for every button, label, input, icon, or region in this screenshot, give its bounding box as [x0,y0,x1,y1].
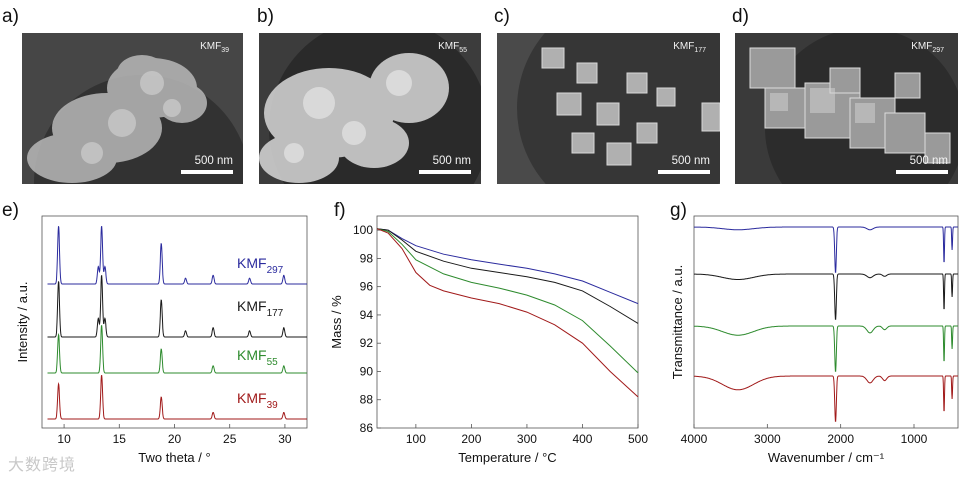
scale-bar [419,170,471,174]
panel-letter-b: b) [257,6,274,27]
xrd-x-tick-label: 30 [278,432,292,446]
xrd-series-label-39: KMF39 [237,390,278,411]
tga-x-tick-label: 200 [461,432,481,446]
tga-y-tick-label: 96 [360,280,374,294]
ir-series-line-KMF39 [694,375,958,422]
panel-letter-d: d) [732,6,749,27]
xrd-series-line-39 [47,375,307,420]
tga-x-tick-label: 300 [517,432,537,446]
xrd-plot-frame [41,215,308,429]
sem-micrograph [735,33,958,184]
tga-y-tick-label: 92 [360,336,374,350]
tga-x-tick-label: 500 [628,432,648,446]
tga-y-axis-label: Mass / % [329,295,344,349]
xrd-x-axis-label: Two theta / ° [138,450,210,465]
ir-x-tick-label: 1000 [901,432,928,446]
watermark: 大数跨境 [8,455,77,474]
sem-sample-tag: KMF55 [438,41,467,54]
sem-image-kmf297: KMF297 500 nm [735,33,958,184]
xrd-series-line-297 [47,226,307,285]
ir-plot-frame [693,215,959,429]
tga-x-tick-label: 100 [406,432,426,446]
ir-x-axis-label: Wavenumber / cm⁻¹ [768,450,885,465]
xrd-x-tick-label: 20 [168,432,182,446]
tga-x-tick-label: 400 [572,432,592,446]
tga-y-tick-label: 86 [360,421,374,435]
tga-y-tick-label: 94 [360,308,374,322]
tga-x-axis-label: Temperature / °C [458,450,556,465]
tga-series-line-KMF177 [376,228,639,324]
xrd-x-tick-label: 10 [57,432,71,446]
sem-sample-tag: KMF297 [911,41,944,54]
tga-y-tick-label: 98 [360,251,374,265]
xrd-y-axis-label: Intensity / a.u. [15,282,30,363]
ir-x-tick-label: 4000 [681,432,708,446]
tga-series-line-KMF55 [376,228,639,374]
panel-letter-g: g) [670,200,687,221]
xrd-series-label-55: KMF55 [237,347,278,368]
panel-letter-a: a) [2,6,19,27]
sem-micrograph [259,33,481,184]
panel-letter-f: f) [334,200,346,221]
ir-x-tick-label: 3000 [754,432,781,446]
ir-series-line-KMF177 [694,273,958,320]
panel-letter-c: c) [494,6,510,27]
sem-sample-tag: KMF39 [200,41,229,54]
xrd-series-label-177: KMF177 [237,298,284,319]
sem-image-kmf177: KMF177 500 nm [497,33,720,184]
xrd-series-label-297: KMF297 [237,255,284,276]
xrd-series-line-55 [47,325,307,374]
tga-series-line-KMF297 [376,228,639,305]
sem-sample-tag: KMF177 [673,41,706,54]
xrd-series-line-177 [47,275,307,338]
sem-micrograph [497,33,720,184]
sem-micrograph [22,33,243,184]
scale-label: 500 nm [432,155,471,167]
ir-series-line-KMF297 [694,226,958,273]
sem-image-kmf55: KMF55 500 nm [259,33,481,184]
scale-bar [181,170,233,174]
ir-series-line-KMF55 [694,325,958,372]
ir-x-tick-label: 2000 [827,432,854,446]
xrd-x-tick-label: 25 [223,432,237,446]
tga-y-tick-label: 88 [360,393,374,407]
tga-y-tick-label: 100 [353,223,373,237]
sem-image-kmf39: KMF39 500 nm [22,33,243,184]
tga-series-line-KMF39 [376,228,639,398]
scale-label: 500 nm [671,155,710,167]
ir-y-axis-label: Transmittance / a.u. [670,265,685,379]
tga-plot-frame [376,215,639,429]
panel-letter-e: e) [2,200,19,221]
scale-bar [896,170,948,174]
tga-y-tick-label: 90 [360,364,374,378]
xrd-x-tick-label: 15 [113,432,127,446]
scale-bar [658,170,710,174]
scale-label: 500 nm [194,155,233,167]
scale-label: 500 nm [909,155,948,167]
